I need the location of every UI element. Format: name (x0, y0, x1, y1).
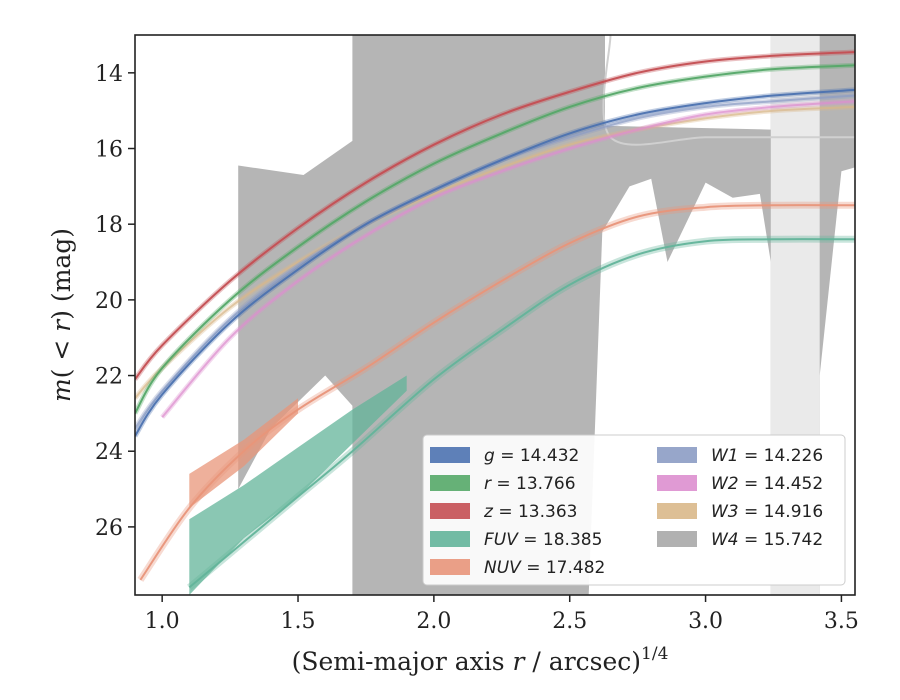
fuv-uncertainty-band (189, 375, 407, 595)
series-g (135, 87, 855, 438)
x-tick-label: 1.0 (145, 609, 180, 634)
series-z (135, 49, 855, 381)
x-tick-label: 3.5 (824, 609, 859, 634)
x-tick-label: 1.5 (281, 609, 316, 634)
series-FUV (187, 235, 855, 591)
plot-frame (134, 34, 856, 596)
y-tick-label: 20 (95, 289, 123, 314)
legend-swatch-W1 (657, 447, 697, 463)
legend-label-g: g = 14.432 (484, 446, 579, 466)
legend-label-r: r = 13.766 (484, 474, 576, 494)
legend-label-W4: W4 = 15.742 (711, 530, 823, 550)
y-tick-label: 24 (95, 440, 123, 465)
nuv-uncertainty-band (189, 398, 298, 508)
legend-swatch-z (430, 503, 470, 519)
legend-box (422, 434, 846, 586)
legend-swatch-W3 (657, 503, 697, 519)
y-axis-title: m( < r) (mag) (47, 228, 76, 402)
series-W2 (160, 98, 855, 419)
y-tick-label: 14 (95, 62, 123, 87)
x-tick-label: 3.0 (688, 609, 723, 634)
legend: g = 14.432 r = 13.766 z = 13.363 FUV = 18.3… (422, 434, 846, 586)
legend-label-W2: W2 = 14.452 (711, 474, 823, 494)
legend-label-z: z = 13.363 (483, 502, 577, 522)
y-tick-label: 16 (95, 138, 123, 163)
x-tick-label: 2.0 (416, 609, 451, 634)
y-tick-label: 18 (95, 213, 123, 238)
series-r (135, 62, 855, 415)
series-line-FUV (188, 238, 855, 589)
legend-swatch-g (430, 447, 470, 463)
w4-uncertainty-band (238, 35, 855, 595)
legend-swatch-r (430, 475, 470, 491)
legend-label-FUV: FUV = 18.385 (484, 530, 602, 550)
series-W3 (135, 104, 855, 400)
legend-swatch-W2 (657, 475, 697, 491)
legend-swatch-FUV (430, 531, 470, 547)
legend-label-W1: W1 = 14.226 (711, 446, 823, 466)
legend-label-NUV: NUV = 17.482 (484, 558, 605, 578)
y-axis: 14 16 18 20 22 24 26 (95, 62, 135, 541)
y-tick-label: 26 (95, 516, 123, 541)
legend-swatch-NUV (430, 559, 470, 575)
x-axis-title: (Semi-major axis r / arcsec)1/4 (292, 644, 669, 676)
x-tick-label: 2.5 (552, 609, 587, 634)
y-tick-label: 22 (95, 365, 123, 390)
legend-swatch-W4 (657, 531, 697, 547)
x-axis: 1.0 1.5 2.0 2.5 3.0 3.5 (145, 595, 859, 634)
series-line-r (135, 64, 855, 414)
series-line-W2 (161, 100, 855, 418)
series-line-z (135, 51, 855, 380)
series-line-W3 (135, 105, 855, 399)
series-line-g (135, 88, 855, 437)
series-line-W4 (602, 35, 855, 146)
legend-label-W3: W3 = 14.916 (711, 502, 823, 522)
